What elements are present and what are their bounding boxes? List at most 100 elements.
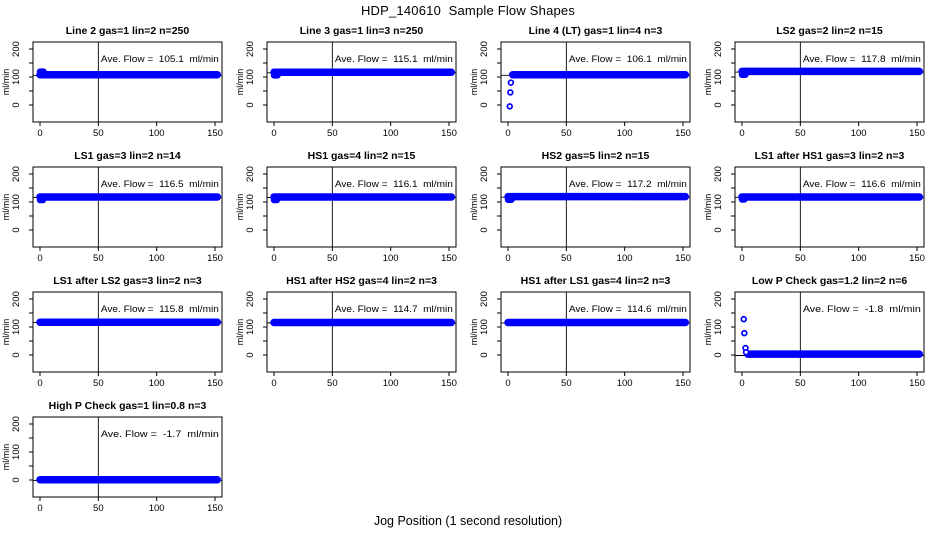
flow-panel-hs1: HS1 gas=4 lin=2 n=15 0 100 200 ml/min 0 50 100 1… <box>234 145 468 270</box>
y-tick-label: 100 <box>11 194 22 210</box>
x-tick-label: 0 <box>271 128 276 139</box>
flow-panel-ls1-after-hs1: LS1 after HS1 gas=3 lin=2 n=3 0 100 200 ml/m… <box>702 145 936 270</box>
x-tick-label: 50 <box>93 503 104 514</box>
x-tick-label: 150 <box>675 128 691 139</box>
x-tick-label: 0 <box>37 128 42 139</box>
x-tick-label: 0 <box>271 253 276 264</box>
y-tick-label: 100 <box>11 444 22 460</box>
x-tick-label: 100 <box>149 378 165 389</box>
y-tick-label: 100 <box>245 194 256 210</box>
y-tick-label: 100 <box>245 319 256 335</box>
ave-flow-annotation: Ave. Flow = 115.8 ml/min <box>101 304 219 314</box>
plot-box <box>32 166 223 248</box>
x-tick-label: 100 <box>617 128 633 139</box>
panel-plot-hs1: HS1 gas=4 lin=2 n=15 0 100 200 ml/min 0 50 100 1… <box>235 150 457 264</box>
x-tick-label: 0 <box>505 128 510 139</box>
flow-point <box>742 348 750 356</box>
x-tick-label: 0 <box>739 128 744 139</box>
y-tick-label: 100 <box>713 194 724 210</box>
y-tick-label: 0 <box>713 227 724 232</box>
panel-plot-hs1-after-ls1: HS1 after LS1 gas=4 lin=2 n=3 0 100 200 ml/m… <box>469 275 691 389</box>
ave-flow-annotation: Ave. Flow = 116.1 ml/min <box>335 179 453 189</box>
x-tick-label: 50 <box>795 253 806 264</box>
panel-plot-ls1-after-hs1: LS1 after HS1 gas=3 lin=2 n=3 0 100 200 ml/m… <box>703 150 925 264</box>
y-axis-label: ml/min <box>703 69 713 96</box>
ave-flow-annotation: Ave. Flow = 115.1 ml/min <box>335 54 453 64</box>
y-axis-label: ml/min <box>469 194 479 221</box>
panel-title: Line 4 (LT) gas=1 lin=4 n=3 <box>529 25 663 37</box>
plot-box <box>32 416 223 498</box>
y-tick-label: 0 <box>245 352 256 357</box>
y-tick-label: 200 <box>479 166 490 182</box>
y-axis-label: ml/min <box>1 444 11 471</box>
x-tick-label: 50 <box>327 253 338 264</box>
x-tick-label: 50 <box>93 378 104 389</box>
x-tick-label: 150 <box>441 378 457 389</box>
x-axis-title: Jog Position (1 second resolution) <box>373 514 563 528</box>
flow-panel-ls1: LS1 gas=3 lin=2 n=14 0 100 200 ml/min 0 50 100 1… <box>0 145 234 270</box>
y-tick-label: 0 <box>245 102 256 107</box>
panel-title: HS1 after HS2 gas=4 lin=2 n=3 <box>286 275 437 287</box>
x-tick-label: 100 <box>851 128 867 139</box>
plot-box <box>500 291 691 373</box>
y-tick-label: 200 <box>713 166 724 182</box>
x-tick-label: 50 <box>561 128 572 139</box>
x-tick-label: 50 <box>795 378 806 389</box>
ave-flow-annotation: Ave. Flow = -1.8 ml/min <box>803 304 921 314</box>
x-tick-label: 0 <box>37 503 42 514</box>
panel-title: HS2 gas=5 lin=2 n=15 <box>542 150 650 162</box>
flow-point <box>741 329 748 337</box>
y-tick-label: 100 <box>479 319 490 335</box>
ave-flow-annotation: Ave. Flow = 106.1 ml/min <box>569 54 687 64</box>
panel-title: Line 2 gas=1 lin=2 n=250 <box>66 25 190 37</box>
x-tick-label: 0 <box>37 378 42 389</box>
flow-panel-ls2: LS2 gas=2 lin=2 n=15 0 100 200 ml/min 0 50 100 1… <box>702 20 936 145</box>
y-tick-label: 0 <box>713 352 724 357</box>
x-tick-label: 0 <box>505 378 510 389</box>
panel-plot-line4-lt: Line 4 (LT) gas=1 lin=4 n=3 0 100 200 ml/min… <box>469 25 691 139</box>
plot-box <box>32 41 223 123</box>
x-tick-label: 100 <box>383 253 399 264</box>
panel-title: LS2 gas=2 lin=2 n=15 <box>776 25 883 37</box>
flow-panel-low-p-check: Low P Check gas=1.2 lin=2 n=6 0 100 200 ml/m… <box>702 270 936 395</box>
x-tick-label: 150 <box>207 128 223 139</box>
x-tick-label: 150 <box>909 128 925 139</box>
flow-panel-line4-lt: Line 4 (LT) gas=1 lin=4 n=3 0 100 200 ml/min… <box>468 20 702 145</box>
y-axis-label: ml/min <box>703 319 713 346</box>
panel-plot-low-p-check: Low P Check gas=1.2 lin=2 n=6 0 100 200 ml/m… <box>703 275 925 389</box>
y-tick-label: 100 <box>479 69 490 85</box>
x-tick-label: 100 <box>149 128 165 139</box>
flow-panel-line2: Line 2 gas=1 lin=2 n=250 0 100 200 ml/min 0 50… <box>0 20 234 145</box>
ave-flow-annotation: Ave. Flow = 114.7 ml/min <box>335 304 453 314</box>
y-axis-label: ml/min <box>469 319 479 346</box>
x-tick-label: 100 <box>149 503 165 514</box>
panel-title: High P Check gas=1 lin=0.8 n=3 <box>49 400 207 412</box>
plot-box <box>500 41 691 123</box>
ave-flow-annotation: Ave. Flow = 116.6 ml/min <box>803 179 921 189</box>
y-tick-label: 200 <box>11 416 22 432</box>
ave-flow-annotation: Ave. Flow = 116.5 ml/min <box>101 179 219 189</box>
y-tick-label: 0 <box>245 227 256 232</box>
x-tick-label: 100 <box>383 378 399 389</box>
x-tick-label: 0 <box>505 253 510 264</box>
plot-box <box>266 291 457 373</box>
x-tick-label: 50 <box>795 128 806 139</box>
x-tick-label: 100 <box>617 253 633 264</box>
y-tick-label: 0 <box>11 477 22 482</box>
panel-title: LS1 after LS2 gas=3 lin=2 n=3 <box>53 275 202 287</box>
x-tick-label: 150 <box>675 378 691 389</box>
y-axis-label: ml/min <box>1 194 11 221</box>
x-tick-label: 100 <box>383 128 399 139</box>
flow-panel-line3: Line 3 gas=1 lin=3 n=250 0 100 200 ml/min 0 50… <box>234 20 468 145</box>
x-tick-label: 150 <box>207 378 223 389</box>
panel-title: LS1 gas=3 lin=2 n=14 <box>74 150 181 162</box>
x-tick-label: 50 <box>93 128 104 139</box>
x-tick-label: 100 <box>149 253 165 264</box>
x-tick-label: 150 <box>207 503 223 514</box>
flow-point <box>506 103 513 110</box>
y-axis-label: ml/min <box>469 69 479 96</box>
y-tick-label: 100 <box>479 194 490 210</box>
flow-panel-hs1-after-hs2: HS1 after HS2 gas=4 lin=2 n=3 0 100 200 ml/m… <box>234 270 468 395</box>
flow-panel-ls1-after-ls2: LS1 after LS2 gas=3 lin=2 n=3 0 100 200 ml/m… <box>0 270 234 395</box>
